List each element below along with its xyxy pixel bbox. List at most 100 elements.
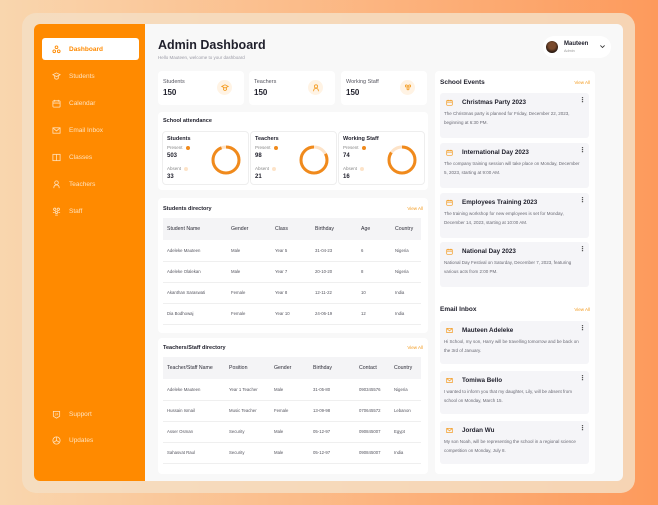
- calendar-icon: [446, 149, 453, 156]
- sidebar-item-email-inbox[interactable]: Email Inbox: [42, 119, 139, 141]
- more-options-icon[interactable]: ⋮: [579, 97, 586, 104]
- cell: 10: [357, 282, 391, 304]
- inbox-view-all-link[interactable]: View All: [574, 307, 590, 312]
- attendance-group-name: Teachers: [255, 136, 279, 142]
- column-header: Age: [361, 226, 371, 232]
- cell: Hussain Ismail: [163, 400, 225, 422]
- more-options-icon[interactable]: ⋮: [579, 246, 586, 253]
- page-subtitle: Hello Mauteen, welcome to your dashboard: [158, 55, 245, 60]
- more-options-icon[interactable]: ⋮: [579, 147, 586, 154]
- table-row[interactable]: Adeleke Mauteen Male Year 5 31-04-23 6 Nigeri…: [163, 240, 421, 262]
- email-item[interactable]: Mauteen Adeleke ⋮ Hi School, my son, Har…: [440, 321, 589, 364]
- students-view-all-link[interactable]: View All: [407, 206, 423, 211]
- email-sender: Mauteen Adeleke: [462, 327, 514, 334]
- more-options-icon[interactable]: ⋮: [579, 197, 586, 204]
- sidebar-item-label: Teachers: [69, 180, 96, 188]
- sidebar-item-students[interactable]: Students: [42, 65, 139, 87]
- absent-label: Absent: [167, 166, 182, 171]
- event-item[interactable]: International Day 2023 ⋮ The company tra…: [440, 143, 589, 188]
- support-24-icon: 24: [52, 410, 61, 419]
- calendar-icon: [446, 248, 453, 255]
- mail-icon: [446, 428, 453, 433]
- cell: 090845007: [355, 421, 390, 443]
- email-item[interactable]: Jordan Wu ⋮ My son Noah, will be represe…: [440, 421, 589, 464]
- stat-card-students: Students 150: [158, 71, 244, 105]
- table-row[interactable]: Akanthan Saraswati Female Year 8 12-11-22 10…: [163, 282, 421, 304]
- cell: 31-05-80: [309, 379, 355, 401]
- stat-value: 150: [163, 88, 177, 97]
- present-dot: [185, 145, 190, 150]
- student-icon: [52, 71, 61, 80]
- cell: Nigeria: [391, 240, 421, 262]
- absent-value: 16: [343, 174, 350, 180]
- cell: Security: [225, 421, 270, 443]
- calendar-icon: [446, 199, 453, 206]
- more-options-icon[interactable]: ⋮: [579, 325, 586, 332]
- sidebar-item-teachers[interactable]: Teachers: [42, 173, 139, 195]
- events-view-all-link[interactable]: View All: [574, 80, 590, 85]
- dashboard-icon: [52, 44, 61, 53]
- present-label: Present: [343, 145, 359, 150]
- main-content: Admin Dashboard Hello Mauteen, welcome t…: [145, 24, 623, 481]
- event-title: Employees Training 2023: [462, 199, 538, 206]
- email-preview: I wanted to inform you that my daughter,…: [444, 389, 572, 403]
- teacher-icon: [53, 179, 60, 188]
- cell: India: [390, 442, 421, 464]
- stat-value: 150: [346, 88, 360, 97]
- cell: 13-09-98: [309, 400, 355, 422]
- email-preview: My son Noah, will be representing the sc…: [444, 439, 576, 453]
- cell: Year 1 Teacher: [225, 379, 270, 401]
- more-options-icon[interactable]: ⋮: [579, 425, 586, 432]
- cell: Akanthan Saraswati: [163, 282, 227, 304]
- sidebar-item-classes[interactable]: Classes: [42, 146, 139, 168]
- mail-icon: [446, 328, 453, 333]
- sidebar-item-support[interactable]: 24 Support: [42, 403, 139, 425]
- cell: 05-12-97: [309, 421, 355, 443]
- attendance-staff: Working Staff Present 74 Absent 16: [338, 131, 425, 185]
- present-value: 503: [167, 153, 178, 159]
- user-profile-menu[interactable]: Mauteen Admin: [543, 36, 611, 58]
- present-dot: [361, 145, 366, 150]
- cell: Year 8: [271, 282, 311, 304]
- user-name: Mauteen: [564, 41, 589, 47]
- cell: Nigeria: [390, 379, 421, 401]
- table-row[interactable]: Hussain Ismail Music Teacher Female 13-09-9…: [163, 400, 421, 422]
- table-row[interactable]: Adeleke Mauteen Year 1 Teacher Male 31-05-8…: [163, 379, 421, 401]
- cell: 8: [357, 261, 391, 283]
- table-row[interactable]: Dia Bodhowaj Female Year 10 24-06-19 12 India: [163, 303, 421, 325]
- cell: Security: [225, 442, 270, 464]
- sidebar-item-dashboard[interactable]: Dashboard: [42, 38, 139, 60]
- present-label: Present: [255, 145, 271, 150]
- absent-dot: [272, 166, 277, 171]
- updates-icon: [52, 435, 61, 445]
- attendance-students: Students Present 503 Absent 33: [162, 131, 249, 185]
- sidebar-item-label: Classes: [69, 153, 93, 161]
- svg-text:24: 24: [55, 412, 59, 416]
- sidebar-item-updates[interactable]: Updates: [42, 429, 139, 451]
- more-options-icon[interactable]: ⋮: [579, 375, 586, 382]
- event-title: Christmas Party 2023: [462, 99, 527, 106]
- event-item[interactable]: Christmas Party 2023 ⋮ The Christmas par…: [440, 93, 589, 138]
- sidebar-item-calendar[interactable]: Calendar: [42, 92, 139, 114]
- email-item[interactable]: Tomiwa Bello ⋮ I wanted to inform you th…: [440, 371, 589, 414]
- cell: 05-12-97: [309, 442, 355, 464]
- event-item[interactable]: National Day 2023 ⋮ National Day Festiva…: [440, 242, 589, 287]
- event-item[interactable]: Employees Training 2023 ⋮ The training w…: [440, 193, 589, 238]
- events-title: School Events: [440, 79, 485, 86]
- sidebar-item-label: Updates: [69, 436, 94, 444]
- table-row[interactable]: Sahasvat Raul Security Male 05-12-97 0908450…: [163, 442, 421, 464]
- staff-view-all-link[interactable]: View All: [407, 345, 423, 350]
- attendance-title: School attendance: [163, 118, 212, 124]
- sidebar-item-label: Calendar: [69, 99, 96, 107]
- chevron-down-icon: [600, 45, 605, 49]
- cell: Asser Osman: [163, 421, 225, 443]
- column-header: Teacher/Staff Name: [167, 365, 213, 371]
- staff-icon: [404, 84, 411, 90]
- table-row[interactable]: Asser Osman Security Male 05-12-97 090845007…: [163, 421, 421, 443]
- sidebar-item-staff[interactable]: Staff: [42, 200, 139, 222]
- table-row[interactable]: Adeleke Olalekan Male Year 7 20-10-20 8 Niger…: [163, 261, 421, 283]
- donut-chart: [211, 145, 241, 175]
- column-header: Birthday: [313, 365, 333, 371]
- cell: 31-04-23: [311, 240, 357, 262]
- stat-value: 150: [254, 88, 268, 97]
